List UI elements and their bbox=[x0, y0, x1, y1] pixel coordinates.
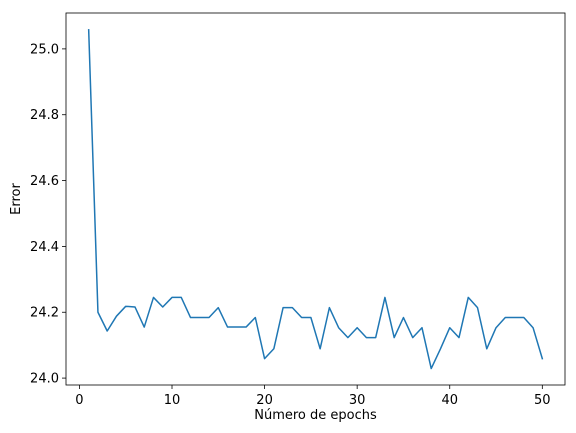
y-tick-label: 24.6 bbox=[30, 174, 59, 189]
y-tick-label: 25.0 bbox=[30, 42, 59, 57]
y-axis-label: Error bbox=[9, 183, 24, 215]
x-tick-label: 10 bbox=[164, 393, 181, 408]
x-tick-label: 30 bbox=[349, 393, 366, 408]
y-tick-label: 24.8 bbox=[30, 108, 59, 123]
x-axis-ticks: 0 10 20 30 40 50 bbox=[75, 385, 551, 408]
x-tick-label: 20 bbox=[256, 393, 273, 408]
y-axis-ticks: 24.0 24.2 24.4 24.6 24.8 25.0 bbox=[30, 42, 66, 387]
y-tick-label: 24.4 bbox=[30, 240, 59, 255]
series-line bbox=[87, 29, 544, 370]
x-axis-label: Número de epochs bbox=[254, 408, 377, 423]
y-tick-label: 24.0 bbox=[30, 372, 59, 387]
x-tick-label: 50 bbox=[534, 393, 551, 408]
x-tick-label: 0 bbox=[75, 393, 83, 408]
x-tick-label: 40 bbox=[441, 393, 458, 408]
plot-frame bbox=[65, 12, 566, 386]
y-tick-label: 24.2 bbox=[30, 306, 59, 321]
